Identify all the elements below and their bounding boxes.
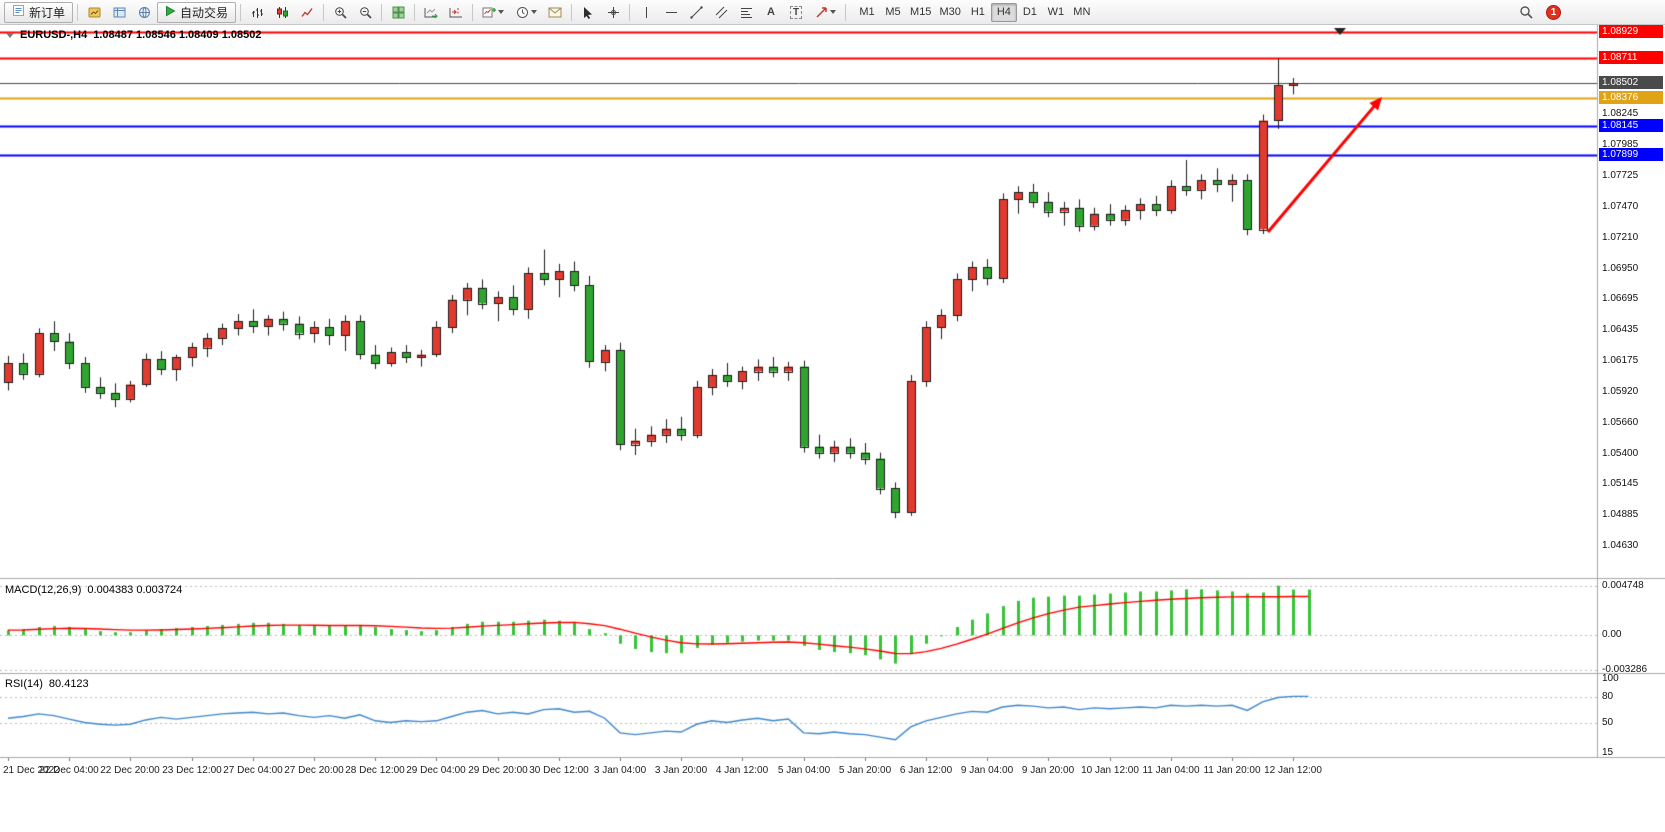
cursor-icon[interactable] <box>576 2 600 23</box>
trendline-tool-icon[interactable] <box>684 2 708 23</box>
text-label-tool-icon[interactable]: T <box>784 2 808 23</box>
timeframe-button-w1[interactable]: W1 <box>1047 6 1065 18</box>
autotrading-button[interactable]: 自动交易 <box>157 1 237 23</box>
toolbar-right-tools: 1 <box>1514 2 1561 23</box>
timeframe-button-m15[interactable]: M15 <box>910 6 932 18</box>
timeframe-button-d1[interactable]: D1 <box>1022 6 1037 18</box>
main-toolbar: 新订单 自动交易 A T M1 M5 M15 M30 H1 H4 D1 W1 MN 1 <box>0 0 1665 25</box>
auto-scroll-icon[interactable] <box>419 2 443 23</box>
new-order-icon <box>12 4 25 20</box>
chart-shift-icon[interactable] <box>444 2 468 23</box>
toolbar-separator <box>77 3 79 21</box>
toolbar-separator <box>472 3 474 21</box>
line-chart-icon[interactable] <box>295 2 319 23</box>
data-window-icon[interactable] <box>107 2 131 23</box>
timeframe-button-h4[interactable]: H4 <box>990 2 1017 22</box>
toolbar-separator <box>240 3 242 21</box>
templates-icon[interactable] <box>543 2 567 23</box>
bar-chart-icon[interactable] <box>245 2 269 23</box>
zoom-out-icon[interactable] <box>353 2 377 23</box>
arrows-tool-dropdown[interactable] <box>809 2 841 23</box>
periods-dropdown[interactable] <box>510 2 542 23</box>
crosshair-icon[interactable] <box>601 2 625 23</box>
globe-icon[interactable] <box>132 2 156 23</box>
horizontal-line-tool-icon[interactable] <box>659 2 683 23</box>
vertical-line-tool-icon[interactable] <box>634 2 658 23</box>
chevron-down-icon <box>498 10 505 14</box>
toolbar-separator <box>414 3 416 21</box>
toolbar-separator <box>323 3 325 21</box>
search-icon[interactable] <box>1514 2 1538 23</box>
autotrading-label: 自动交易 <box>180 5 229 20</box>
chevron-down-icon <box>829 10 836 14</box>
label-tool-glyph: T <box>789 5 803 19</box>
timeframe-group: M1 M5 M15 M30 H1 H4 D1 W1 MN <box>854 2 1095 22</box>
text-tool-icon[interactable]: A <box>759 2 783 23</box>
chevron-down-icon <box>530 10 537 14</box>
timeframe-button-m5[interactable]: M5 <box>885 6 901 18</box>
price-chart-canvas[interactable] <box>0 25 1665 832</box>
timeframe-button-mn[interactable]: MN <box>1073 6 1091 18</box>
new-chart-dropdown[interactable] <box>477 2 509 23</box>
play-icon <box>165 5 176 20</box>
tile-windows-icon[interactable] <box>386 2 410 23</box>
new-order-label: 新订单 <box>29 5 66 20</box>
new-order-button[interactable]: 新订单 <box>4 1 74 23</box>
channel-tool-icon[interactable] <box>709 2 733 23</box>
text-tool-glyph: A <box>767 5 775 18</box>
timeframe-button-m30[interactable]: M30 <box>939 6 961 18</box>
timeframe-button-h1[interactable]: H1 <box>970 6 985 18</box>
toolbar-separator <box>845 3 847 21</box>
notification-badge[interactable]: 1 <box>1546 4 1561 20</box>
timeframe-button-m1[interactable]: M1 <box>859 6 875 18</box>
toolbar-separator <box>629 3 631 21</box>
zoom-in-icon[interactable] <box>328 2 352 23</box>
market-watch-icon[interactable] <box>82 2 106 23</box>
candlestick-chart-icon[interactable] <box>270 2 294 23</box>
toolbar-separator <box>571 3 573 21</box>
toolbar-separator <box>381 3 383 21</box>
fibonacci-tool-icon[interactable] <box>734 2 758 23</box>
